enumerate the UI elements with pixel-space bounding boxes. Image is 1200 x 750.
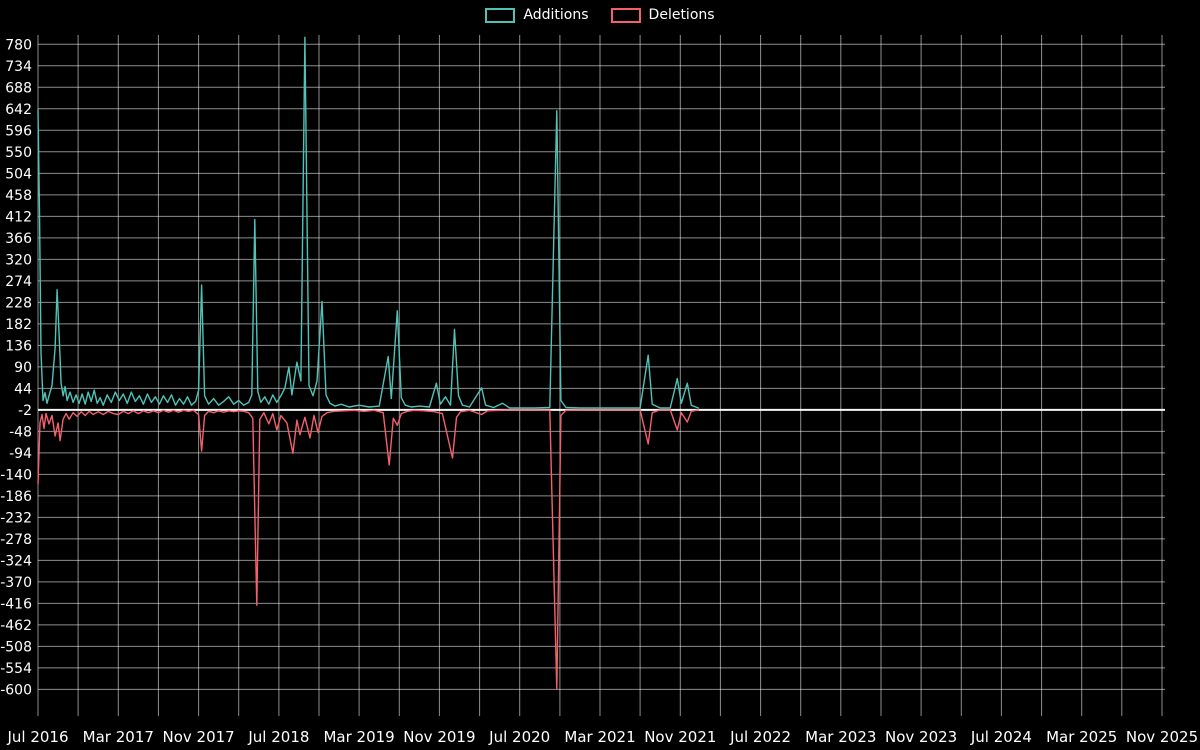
y-tick-label: -2 xyxy=(18,403,32,419)
y-tick-label: -140 xyxy=(0,467,32,483)
x-tick-label: Nov 2025 xyxy=(1126,728,1198,746)
y-tick-label: 182 xyxy=(5,317,32,333)
series-deletions-line xyxy=(37,409,699,691)
x-tick-label: Jul 2016 xyxy=(6,728,68,746)
legend-item-additions[interactable]: Additions xyxy=(485,7,589,23)
y-tick-label: -278 xyxy=(0,532,32,548)
x-tick-label: Nov 2017 xyxy=(162,728,234,746)
y-tick-label: 320 xyxy=(5,252,32,268)
y-tick-label: -554 xyxy=(0,661,32,677)
y-tick-label: 688 xyxy=(5,80,32,96)
y-tick-label: -324 xyxy=(0,553,32,569)
x-tick-label: Nov 2019 xyxy=(403,728,475,746)
legend-label-deletions: Deletions xyxy=(648,7,715,23)
series-additions-line xyxy=(37,36,699,409)
deletions-swatch-icon xyxy=(610,7,641,23)
x-tick-label: Mar 2025 xyxy=(1046,728,1117,746)
additions-swatch-icon xyxy=(485,7,516,23)
x-tick-label: Mar 2023 xyxy=(805,728,876,746)
y-tick-label: -186 xyxy=(0,489,32,505)
y-axis-labels: 780 734 688 642 596 550 504 458 412 366 320 274 228 1… xyxy=(0,37,32,698)
y-tick-label: 550 xyxy=(5,145,32,161)
y-tick-label: 44 xyxy=(14,381,32,397)
x-tick-label: Mar 2019 xyxy=(323,728,394,746)
x-tick-label: Jul 2020 xyxy=(488,728,550,746)
x-axis-labels: Jul 2016 Mar 2017 Nov 2017 Jul 2018 Mar 2019… xyxy=(6,728,1198,746)
gridlines xyxy=(37,35,1165,716)
chart-legend: Additions Deletions xyxy=(0,7,1200,23)
y-tick-label: 596 xyxy=(5,123,32,139)
x-tick-label: Jul 2018 xyxy=(247,728,309,746)
y-tick-label: -48 xyxy=(9,424,32,440)
y-tick-label: 366 xyxy=(5,231,32,247)
y-tick-label: -232 xyxy=(0,510,32,526)
y-tick-label: -600 xyxy=(0,682,32,698)
y-tick-label: 780 xyxy=(5,37,32,53)
y-tick-label: -370 xyxy=(0,575,32,591)
x-tick-label: Jul 2024 xyxy=(970,728,1032,746)
y-tick-label: 458 xyxy=(5,188,32,204)
legend-label-additions: Additions xyxy=(523,7,589,23)
y-tick-label: 228 xyxy=(5,295,32,311)
x-tick-label: Nov 2023 xyxy=(885,728,957,746)
y-tick-label: -462 xyxy=(0,618,32,634)
legend-item-deletions[interactable]: Deletions xyxy=(610,7,715,23)
y-tick-label: 90 xyxy=(14,360,32,376)
x-tick-label: Nov 2021 xyxy=(644,728,716,746)
y-tick-label: -416 xyxy=(0,596,32,612)
y-tick-label: 734 xyxy=(5,59,32,75)
x-tick-label: Mar 2017 xyxy=(83,728,154,746)
y-tick-label: 274 xyxy=(5,274,32,290)
y-tick-label: 504 xyxy=(5,166,32,182)
x-tick-label: Mar 2021 xyxy=(564,728,635,746)
y-tick-label: -508 xyxy=(0,639,32,655)
y-tick-label: 136 xyxy=(5,338,32,354)
y-tick-label: -94 xyxy=(9,446,32,462)
y-tick-label: 412 xyxy=(5,209,32,225)
y-tick-label: 642 xyxy=(5,102,32,118)
x-tick-label: Jul 2022 xyxy=(729,728,791,746)
